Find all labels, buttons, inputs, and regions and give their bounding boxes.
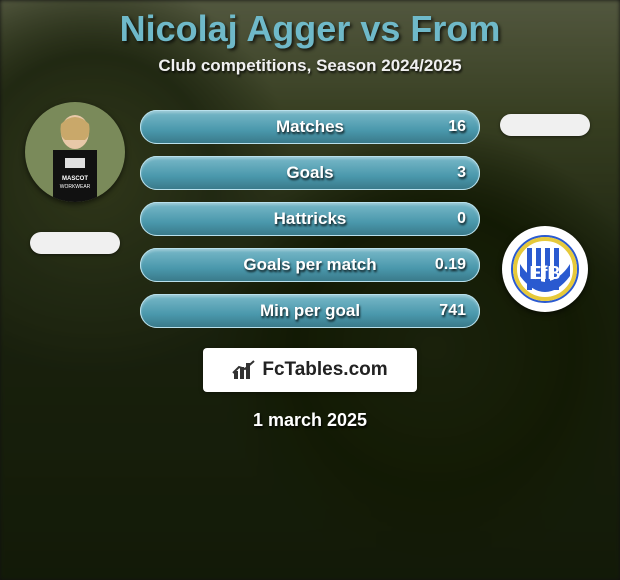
stat-bar-value-right: 3 (457, 164, 466, 182)
page-title: Nicolaj Agger vs From (120, 8, 501, 50)
bar-chart-icon (232, 359, 256, 381)
stat-bar-label: Goals (286, 163, 333, 183)
stat-bar-value-right: 0 (457, 210, 466, 228)
player-right-column: EfB (490, 102, 600, 312)
player-left-club-pill (30, 232, 120, 254)
date-label: 1 march 2025 (253, 410, 367, 431)
svg-text:MASCOT: MASCOT (62, 176, 88, 182)
stat-bar: Min per goal 741 (140, 294, 480, 328)
player-left-portrait: MASCOT WORKWEAR (25, 102, 125, 202)
page-subtitle: Club competitions, Season 2024/2025 (158, 56, 461, 76)
stat-bar-value-right: 0.19 (435, 256, 466, 274)
stat-bar-label: Matches (276, 117, 344, 137)
stat-bar: Matches 16 (140, 110, 480, 144)
stat-bar-label: Goals per match (243, 255, 376, 275)
svg-text:EfB: EfB (530, 263, 561, 283)
player-right-crest: EfB (502, 226, 588, 312)
stat-bar: Goals per match 0.19 (140, 248, 480, 282)
content-root: Nicolaj Agger vs From Club competitions,… (0, 0, 620, 580)
stat-bar-label: Hattricks (274, 209, 347, 229)
player-right-club-pill (500, 114, 590, 136)
stat-bar-label: Min per goal (260, 301, 360, 321)
stat-bar: Goals 3 (140, 156, 480, 190)
stat-bar-value-right: 741 (439, 302, 466, 320)
club-crest-icon: EfB (510, 234, 580, 304)
svg-text:WORKWEAR: WORKWEAR (60, 184, 91, 190)
stat-bar: Hattricks 0 (140, 202, 480, 236)
player-left-column: MASCOT WORKWEAR (20, 102, 130, 254)
stats-bars: Matches 16 Goals 3 Hattricks 0 Goals per match… (140, 110, 480, 328)
brand-text: FcTables.com (262, 359, 387, 381)
stat-bar-value-right: 16 (448, 118, 466, 136)
comparison-row: MASCOT WORKWEAR Matches 16 Goals 3 Hattricks… (0, 102, 620, 328)
brand-badge[interactable]: FcTables.com (203, 348, 417, 392)
player-silhouette-icon: MASCOT WORKWEAR (35, 110, 115, 202)
